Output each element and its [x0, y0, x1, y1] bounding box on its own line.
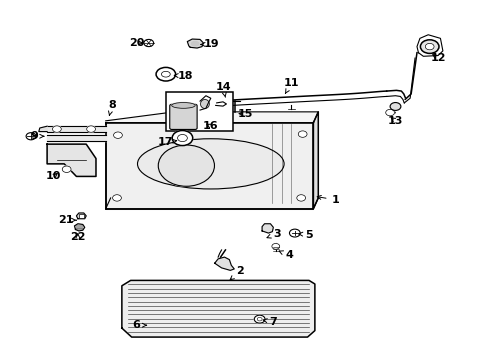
FancyBboxPatch shape: [170, 104, 197, 130]
Ellipse shape: [425, 43, 434, 50]
Text: 17: 17: [158, 138, 177, 147]
Polygon shape: [262, 224, 273, 233]
Text: 20: 20: [129, 38, 144, 48]
Polygon shape: [122, 280, 315, 337]
Ellipse shape: [390, 103, 401, 111]
Ellipse shape: [113, 195, 122, 201]
Ellipse shape: [138, 139, 284, 189]
Ellipse shape: [254, 315, 265, 323]
Ellipse shape: [172, 131, 193, 145]
Ellipse shape: [272, 243, 280, 249]
Polygon shape: [216, 102, 226, 106]
Text: 22: 22: [70, 232, 86, 242]
Polygon shape: [388, 110, 395, 115]
Text: 16: 16: [203, 121, 219, 131]
Ellipse shape: [114, 132, 122, 138]
Text: 4: 4: [279, 250, 293, 260]
Ellipse shape: [26, 133, 36, 140]
Text: 12: 12: [430, 53, 446, 63]
Polygon shape: [106, 123, 314, 209]
Bar: [79, 214, 84, 218]
Text: 2: 2: [230, 266, 244, 280]
Text: 15: 15: [237, 109, 253, 119]
Text: 3: 3: [267, 229, 281, 239]
Text: 6: 6: [133, 320, 147, 330]
Ellipse shape: [420, 40, 439, 53]
Text: 11: 11: [284, 78, 299, 94]
Ellipse shape: [177, 134, 187, 141]
Polygon shape: [76, 213, 86, 219]
Text: 14: 14: [215, 82, 231, 97]
Bar: [166, 92, 233, 131]
Text: 9: 9: [30, 131, 44, 141]
Polygon shape: [106, 112, 318, 123]
Polygon shape: [215, 257, 234, 270]
Ellipse shape: [62, 166, 71, 172]
Text: 1: 1: [317, 195, 339, 205]
Text: 19: 19: [201, 40, 220, 49]
Text: 10: 10: [46, 171, 61, 181]
Ellipse shape: [144, 40, 154, 46]
Text: 21: 21: [58, 215, 76, 225]
Text: 7: 7: [263, 317, 277, 327]
Ellipse shape: [200, 99, 209, 108]
Polygon shape: [74, 224, 85, 231]
Polygon shape: [47, 144, 96, 176]
Text: 5: 5: [299, 230, 312, 239]
Ellipse shape: [172, 103, 195, 108]
Ellipse shape: [52, 126, 61, 132]
Ellipse shape: [156, 67, 175, 81]
Ellipse shape: [257, 318, 262, 321]
Ellipse shape: [297, 195, 306, 201]
Polygon shape: [39, 126, 47, 132]
Text: 18: 18: [174, 71, 193, 81]
Ellipse shape: [192, 41, 199, 46]
Ellipse shape: [290, 229, 300, 237]
Text: 13: 13: [388, 116, 403, 126]
Ellipse shape: [298, 131, 307, 137]
Ellipse shape: [161, 71, 170, 77]
Text: 8: 8: [108, 100, 116, 116]
Ellipse shape: [87, 126, 96, 132]
Polygon shape: [314, 112, 318, 209]
Ellipse shape: [158, 145, 215, 186]
Ellipse shape: [386, 109, 394, 116]
Polygon shape: [187, 39, 203, 48]
